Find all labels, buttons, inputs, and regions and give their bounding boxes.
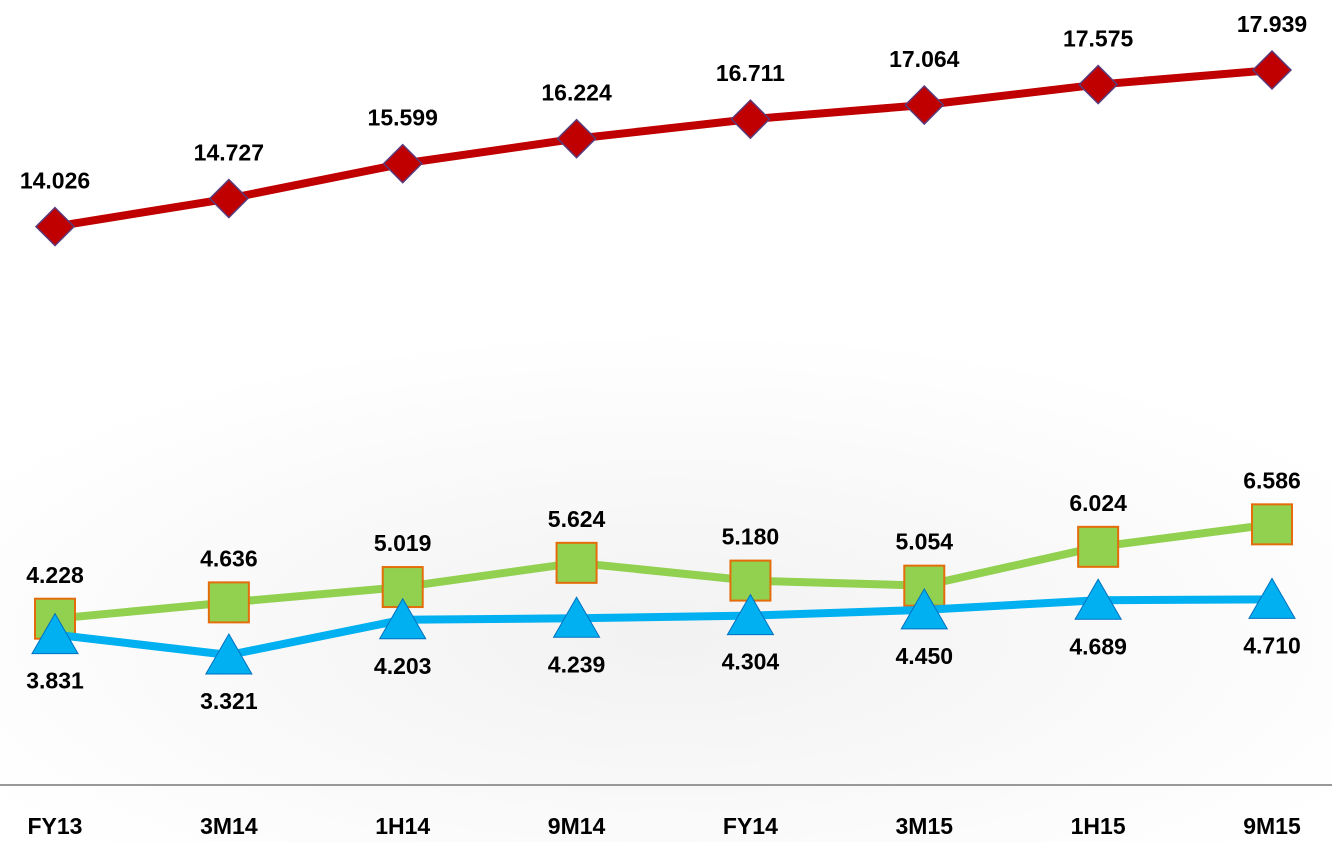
data-label: 16.711 (716, 60, 785, 86)
data-label: 6.024 (1069, 490, 1127, 516)
data-label: 4.304 (722, 649, 780, 675)
data-label: 5.019 (374, 530, 432, 556)
data-point (1253, 51, 1291, 89)
x-tick-label: 9M15 (1243, 813, 1301, 839)
data-label: 3.831 (26, 668, 84, 694)
data-label: 17.939 (1237, 11, 1307, 37)
data-label: 5.054 (896, 529, 954, 555)
data-point (558, 120, 596, 158)
x-tick-label: FY13 (28, 813, 83, 839)
data-point (1079, 66, 1117, 104)
data-label: 17.064 (889, 46, 960, 72)
x-tick-label: 1H14 (375, 813, 430, 839)
data-label: 16.224 (541, 80, 612, 106)
data-label: 15.599 (368, 105, 438, 131)
data-point (557, 543, 597, 583)
data-point (731, 100, 769, 138)
data-point (905, 86, 943, 124)
data-label: 5.180 (722, 524, 780, 550)
data-label: 14.727 (194, 140, 264, 166)
data-label: 14.026 (20, 168, 90, 194)
x-tick-label: FY14 (723, 813, 778, 839)
data-label: 5.624 (548, 506, 606, 532)
x-tick-label: 3M15 (896, 813, 954, 839)
background-pattern (0, 330, 1332, 842)
x-tick-label: 3M14 (200, 813, 258, 839)
x-tick-label: 9M14 (548, 813, 606, 839)
data-point (384, 145, 422, 183)
data-label: 4.239 (548, 651, 606, 677)
data-label: 3.321 (200, 688, 258, 714)
data-label: 17.575 (1063, 26, 1134, 52)
data-point (1252, 504, 1292, 544)
data-point (210, 180, 248, 218)
data-point (1078, 527, 1118, 567)
data-label: 4.689 (1069, 633, 1127, 659)
data-point (209, 582, 249, 622)
data-label: 6.586 (1243, 467, 1301, 493)
data-label: 4.636 (200, 545, 258, 571)
chart: FY13 3M14 1H14 9M14 FY14 3M15 1H15 9M15 14.026 14… (0, 0, 1332, 842)
data-point (36, 208, 74, 246)
data-label: 4.203 (374, 653, 432, 679)
data-label: 4.228 (26, 562, 84, 588)
data-label: 4.450 (896, 643, 954, 669)
data-label: 4.710 (1243, 632, 1301, 658)
x-tick-label: 1H15 (1071, 813, 1126, 839)
